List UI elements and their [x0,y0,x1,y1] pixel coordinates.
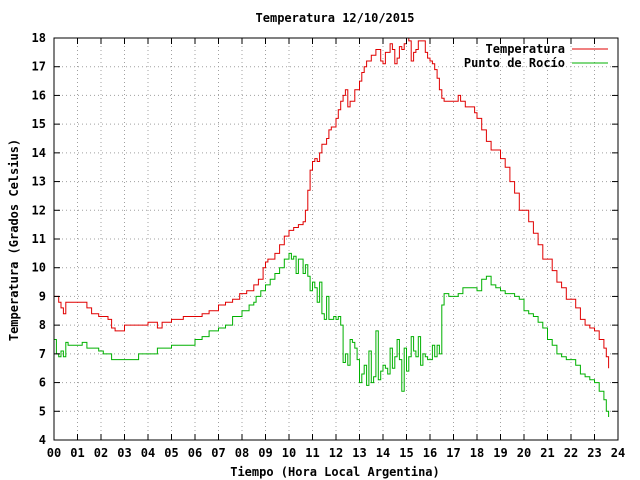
y-tick-label: 15 [32,117,46,131]
x-tick-label: 10 [282,446,296,460]
x-tick-label: 03 [117,446,131,460]
y-tick-label: 12 [32,203,46,217]
y-tick-label: 4 [39,433,46,447]
legend-label: Temperatura [486,42,565,56]
x-tick-label: 19 [493,446,507,460]
y-tick-label: 5 [39,404,46,418]
axes: 4 5 6 7 8 9 10 11 12 13 14 15 16 17 18 00 01 02 03 04 05 06 07… [32,31,626,460]
x-tick-label: 20 [517,446,531,460]
x-tick-label: 07 [211,446,225,460]
y-tick-label: 9 [39,289,46,303]
x-tick-label: 00 [47,446,61,460]
x-tick-label: 08 [235,446,249,460]
x-tick-label: 18 [470,446,484,460]
y-tick-label: 18 [32,31,46,45]
x-tick-label: 13 [352,446,366,460]
y-tick-label: 6 [39,376,46,390]
series-line-0 [54,37,610,369]
grid-lines [54,38,618,440]
y-tick-label: 13 [32,175,46,189]
legend-label: Punto de Rocío [464,56,565,70]
chart-title: Temperatura 12/10/2015 [256,11,415,25]
x-tick-label: 02 [94,446,108,460]
x-tick-label: 14 [376,446,390,460]
y-tick-label: 8 [39,318,46,332]
plot-frame [53,37,619,441]
y-axis-label: Temperatura (Grados Celsius) [7,139,21,341]
x-tick-label: 21 [540,446,554,460]
x-tick-label: 17 [446,446,460,460]
x-tick-label: 11 [305,446,319,460]
x-tick-label: 09 [258,446,272,460]
series-line-1 [54,252,610,417]
x-tick-label: 04 [141,446,155,460]
series-lines [54,37,610,417]
x-tick-label: 15 [399,446,413,460]
x-tick-label: 01 [70,446,84,460]
y-tick-label: 16 [32,88,46,102]
x-axis-label: Tiempo (Hora Local Argentina) [230,465,440,479]
y-tick-label: 7 [39,347,46,361]
x-tick-label: 12 [329,446,343,460]
x-tick-label: 05 [164,446,178,460]
y-tick-label: 17 [32,60,46,74]
x-tick-label: 24 [611,446,625,460]
y-tick-label: 10 [32,261,46,275]
y-tick-label: 11 [32,232,46,246]
x-tick-label: 23 [587,446,601,460]
y-tick-label: 14 [32,146,46,160]
x-tick-label: 06 [188,446,202,460]
x-tick-label: 22 [564,446,578,460]
x-tick-label: 16 [423,446,437,460]
